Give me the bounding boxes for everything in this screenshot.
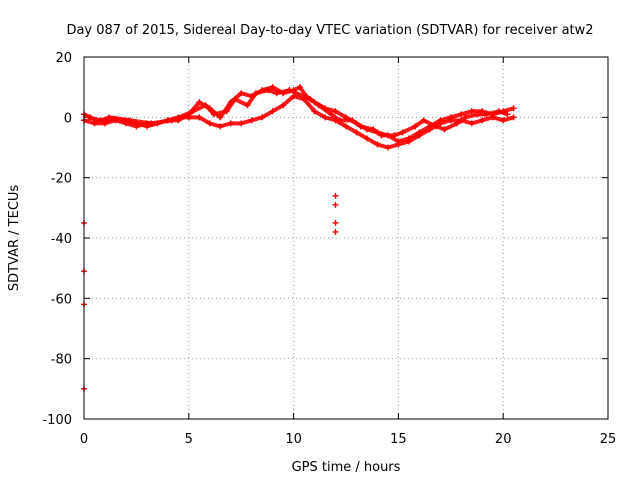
x-tick-label: 20 <box>495 432 512 447</box>
grid <box>84 57 608 419</box>
x-tick-label: 0 <box>80 432 88 447</box>
x-tick-label: 10 <box>285 432 302 447</box>
y-tick-label: -40 <box>51 232 72 247</box>
data-points <box>81 84 517 392</box>
x-ticks: 0 5 10 15 20 25 <box>80 57 616 447</box>
x-axis-label: GPS time / hours <box>292 460 401 475</box>
x-tick-label: 5 <box>185 432 193 447</box>
data-point-outliers <box>332 192 339 199</box>
series-trace-band-a <box>83 85 515 144</box>
y-tick-label: -60 <box>51 292 72 307</box>
y-tick-label: -20 <box>51 172 72 187</box>
y-tick-label: -80 <box>51 353 72 368</box>
y-axis-label: SDTVAR / TECUs <box>7 185 22 292</box>
y-tick-label: 0 <box>64 111 72 126</box>
x-tick-label: 25 <box>600 432 617 447</box>
y-ticks: -100 -80 -60 -40 -20 0 20 <box>42 51 608 428</box>
y-tick-label: 20 <box>55 51 72 66</box>
plot-frame <box>83 56 609 420</box>
x-tick-label: 15 <box>390 432 407 447</box>
series-trace-band-c <box>87 88 509 138</box>
data-point-outliers <box>332 201 339 208</box>
data-point-outliers <box>332 228 339 235</box>
data-point-outliers <box>332 219 339 226</box>
chart-title: Day 087 of 2015, Sidereal Day-to-day VTE… <box>66 23 593 38</box>
y-tick-label: -100 <box>42 413 72 428</box>
